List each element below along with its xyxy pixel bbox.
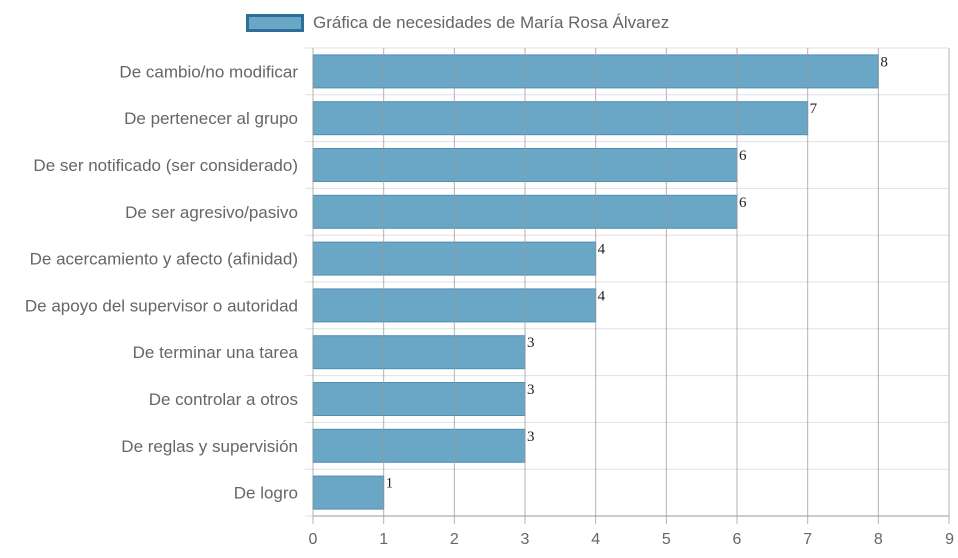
x-tick-label: 5	[662, 531, 671, 548]
category-label: De apoyo del supervisor o autoridad	[25, 296, 298, 315]
data-label: 3	[527, 429, 535, 445]
bar-6	[312, 335, 526, 370]
category-label: De terminar una tarea	[133, 343, 299, 362]
x-tick-label: 1	[379, 531, 388, 548]
category-label: De logro	[234, 484, 298, 503]
x-tick-label: 4	[591, 531, 600, 548]
category-label: De reglas y supervisión	[121, 437, 298, 456]
category-label: De pertenecer al grupo	[124, 109, 298, 128]
data-label: 6	[739, 195, 747, 211]
category-label: De controlar a otros	[149, 390, 298, 409]
data-label: 6	[739, 148, 747, 164]
chart-legend[interactable]: Gráfica de necesidades de María Rosa Álv…	[246, 11, 669, 35]
category-label: De ser agresivo/pasivo	[125, 203, 298, 222]
data-label: 4	[598, 242, 606, 258]
data-label: 4	[598, 288, 606, 304]
data-label: 8	[880, 54, 888, 70]
x-tick-label: 2	[450, 531, 459, 548]
category-label: De ser notificado (ser considerado)	[33, 156, 298, 175]
legend-swatch	[246, 14, 304, 32]
x-tick-label: 3	[521, 531, 530, 548]
legend-label: Gráfica de necesidades de María Rosa Álv…	[313, 13, 670, 32]
bar-8	[312, 428, 526, 463]
x-tick-label: 8	[874, 531, 883, 548]
x-tick-label: 6	[733, 531, 742, 548]
data-label: 3	[527, 335, 535, 351]
data-label: 1	[386, 476, 394, 492]
x-tick-label: 7	[803, 531, 812, 548]
x-tick-label: 9	[945, 531, 954, 548]
bar-7	[312, 382, 526, 416]
bar-1	[312, 101, 809, 136]
category-label: De acercamiento y afecto (afinidad)	[30, 250, 298, 269]
data-label: 3	[527, 382, 535, 398]
bar-9	[312, 475, 385, 510]
category-label: De cambio/no modificar	[119, 62, 298, 81]
x-tick-label: 0	[309, 531, 318, 548]
data-label: 7	[810, 101, 818, 117]
